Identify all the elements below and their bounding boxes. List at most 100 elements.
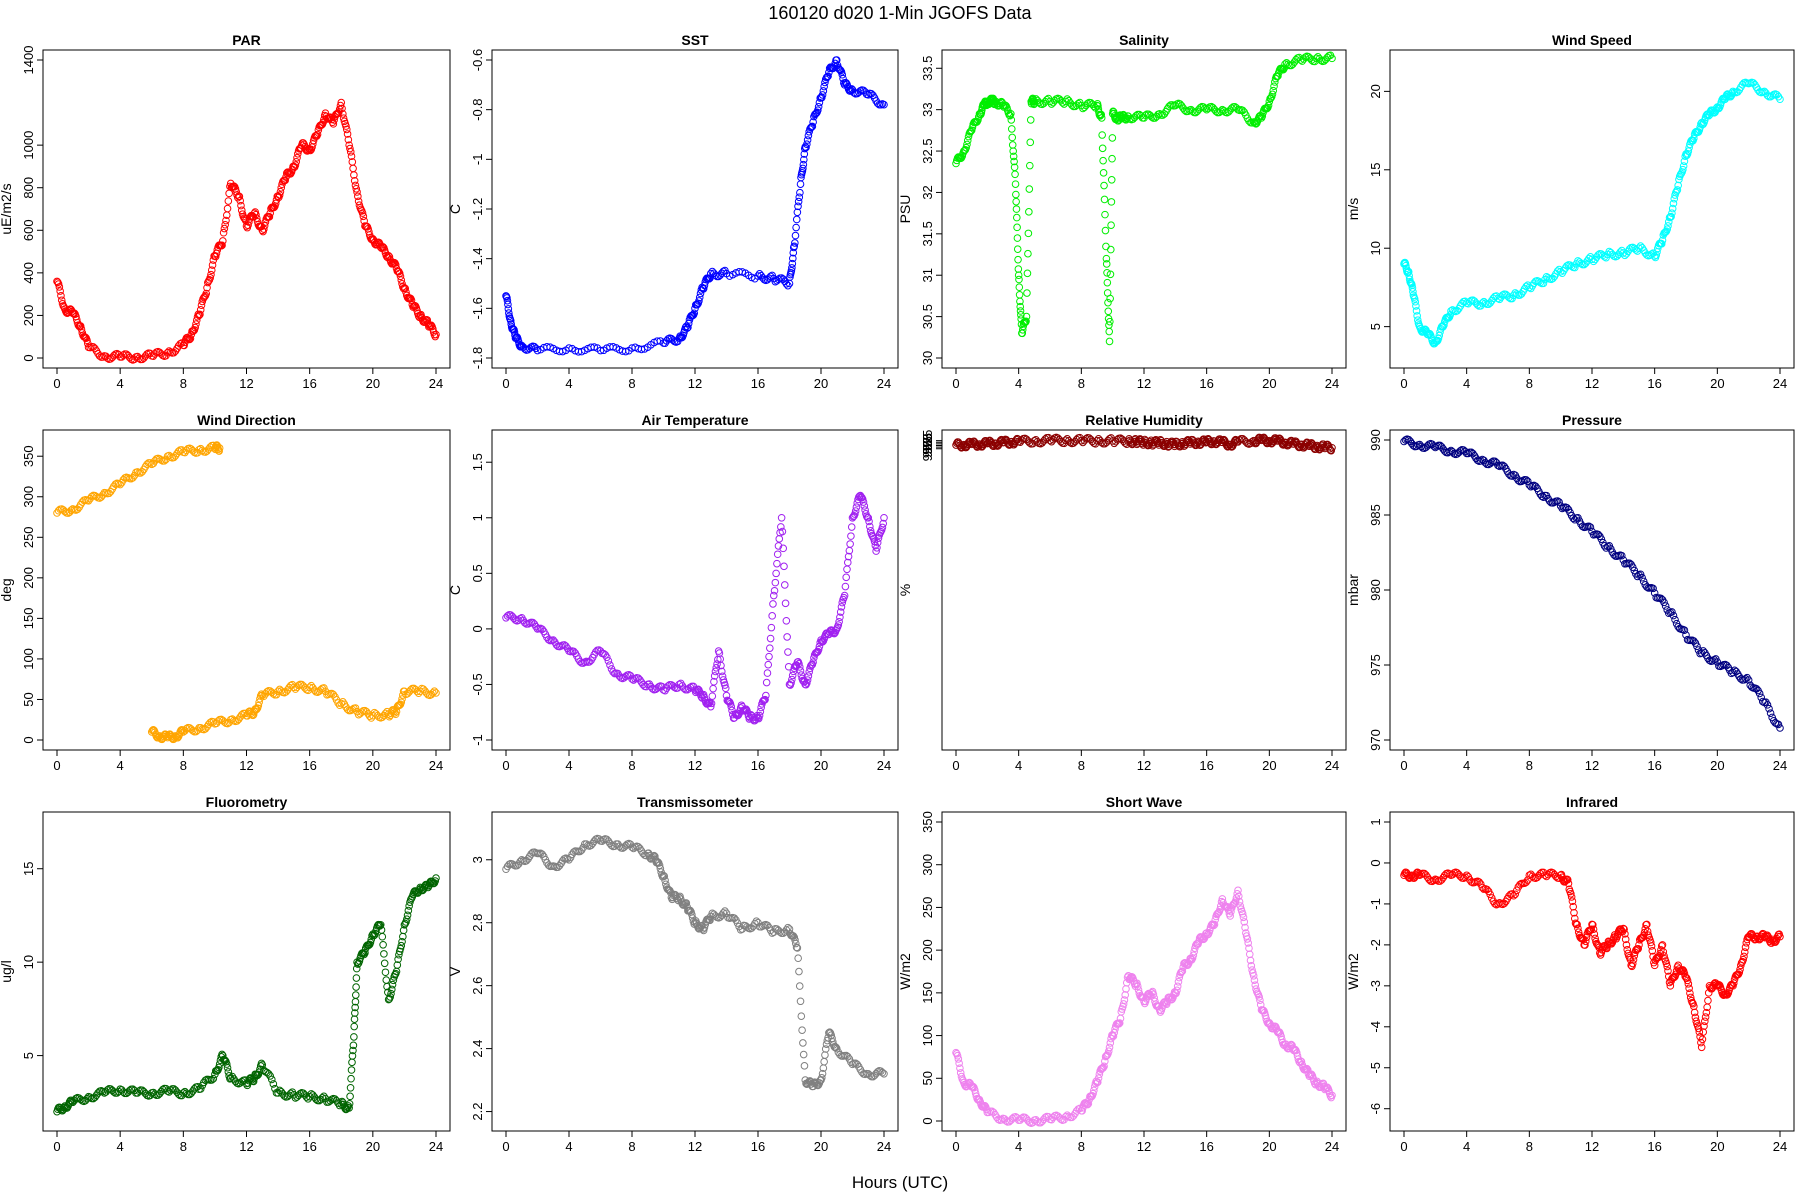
data-point (1755, 689, 1764, 698)
data-point (650, 851, 658, 860)
data-point (777, 513, 786, 522)
x-tick-label: 8 (1078, 376, 1085, 391)
data-point (1279, 65, 1288, 74)
x-tick-label: 12 (688, 1139, 702, 1154)
data-point (1115, 1019, 1123, 1028)
data-point (348, 1058, 356, 1067)
data-point (690, 309, 699, 318)
data-point (967, 127, 975, 136)
data-point (380, 950, 388, 958)
data-point (1264, 101, 1273, 110)
data-point (1120, 996, 1129, 1004)
data-point (1744, 676, 1753, 684)
data-point (135, 1087, 143, 1095)
y-axis-label: m/s (1345, 198, 1361, 221)
data-point (820, 1057, 828, 1066)
data-point (1629, 955, 1638, 964)
x-tick-label: 8 (1526, 376, 1533, 391)
data-point (794, 197, 803, 206)
x-tick-label: 0 (1400, 376, 1407, 391)
data-point (1683, 976, 1692, 985)
data-point (1210, 920, 1219, 929)
data-point (1487, 458, 1496, 466)
data-point (207, 1076, 216, 1084)
series-fluorometry-0 (53, 874, 440, 1116)
data-point (1104, 298, 1112, 307)
data-point (1017, 311, 1025, 319)
data-point (1641, 924, 1650, 933)
data-point (843, 565, 851, 574)
data-point (269, 690, 278, 698)
data-point (796, 188, 804, 197)
y-tick-label: 100 (21, 648, 36, 670)
data-point (1174, 978, 1183, 986)
y-tick-label: -2 (1368, 939, 1383, 951)
data-point (215, 447, 223, 455)
y-tick-label: 0 (21, 736, 36, 743)
y-tick-label: -1 (1368, 898, 1383, 910)
data-point (1671, 615, 1679, 624)
data-point (1704, 996, 1712, 1005)
data-point (1018, 329, 1027, 338)
data-point (834, 621, 843, 629)
data-point (219, 237, 227, 245)
data-point (864, 513, 873, 522)
data-point (1097, 110, 1106, 119)
data-point (1550, 498, 1559, 506)
panel-title: Air Temperature (641, 412, 748, 428)
x-tick-label: 0 (53, 1139, 60, 1154)
data-point (387, 989, 395, 998)
data-point (874, 534, 883, 542)
data-point (294, 681, 303, 690)
data-point (215, 1063, 223, 1072)
data-point (389, 976, 398, 985)
data-point (787, 679, 795, 687)
x-tick-label: 20 (366, 758, 380, 773)
y-axis-label: V (447, 966, 463, 976)
data-point (257, 222, 266, 231)
data-point (346, 1092, 354, 1101)
data-point (1022, 317, 1030, 326)
y-tick-label: 0 (920, 1117, 935, 1124)
data-point (818, 91, 827, 99)
data-point (1248, 966, 1256, 974)
data-point (342, 122, 350, 130)
data-point (1556, 267, 1565, 276)
data-point (350, 1033, 358, 1041)
y-tick-label: 200 (21, 305, 36, 327)
data-point (800, 1062, 809, 1070)
data-point (1173, 986, 1181, 995)
data-point (844, 552, 853, 561)
data-point (808, 122, 817, 131)
data-point (795, 193, 804, 202)
data-point (83, 336, 91, 345)
data-point (819, 87, 828, 95)
data-point (1012, 205, 1021, 213)
data-point (1456, 446, 1465, 455)
plot-frame (1389, 811, 1795, 1132)
data-point (1672, 187, 1681, 195)
data-point (1685, 984, 1693, 993)
data-point (660, 872, 669, 880)
plot-frame (491, 811, 899, 1132)
data-point (755, 711, 764, 720)
x-tick-label: 12 (688, 758, 702, 773)
x-tick-label: 24 (1773, 376, 1787, 391)
data-point (684, 323, 692, 332)
data-point (1013, 223, 1021, 232)
data-point (809, 658, 817, 667)
data-point (171, 732, 180, 740)
panel-title: Salinity (1119, 32, 1169, 48)
data-point (788, 259, 797, 268)
data-point (353, 188, 361, 196)
data-point (1635, 244, 1643, 253)
data-point (1083, 99, 1092, 108)
x-tick-label: 16 (1199, 376, 1213, 391)
data-point (702, 699, 710, 707)
data-point (1077, 436, 1086, 445)
data-point (1255, 993, 1263, 1001)
data-point (1010, 157, 1018, 166)
data-point (956, 1064, 964, 1072)
data-point (258, 226, 267, 235)
